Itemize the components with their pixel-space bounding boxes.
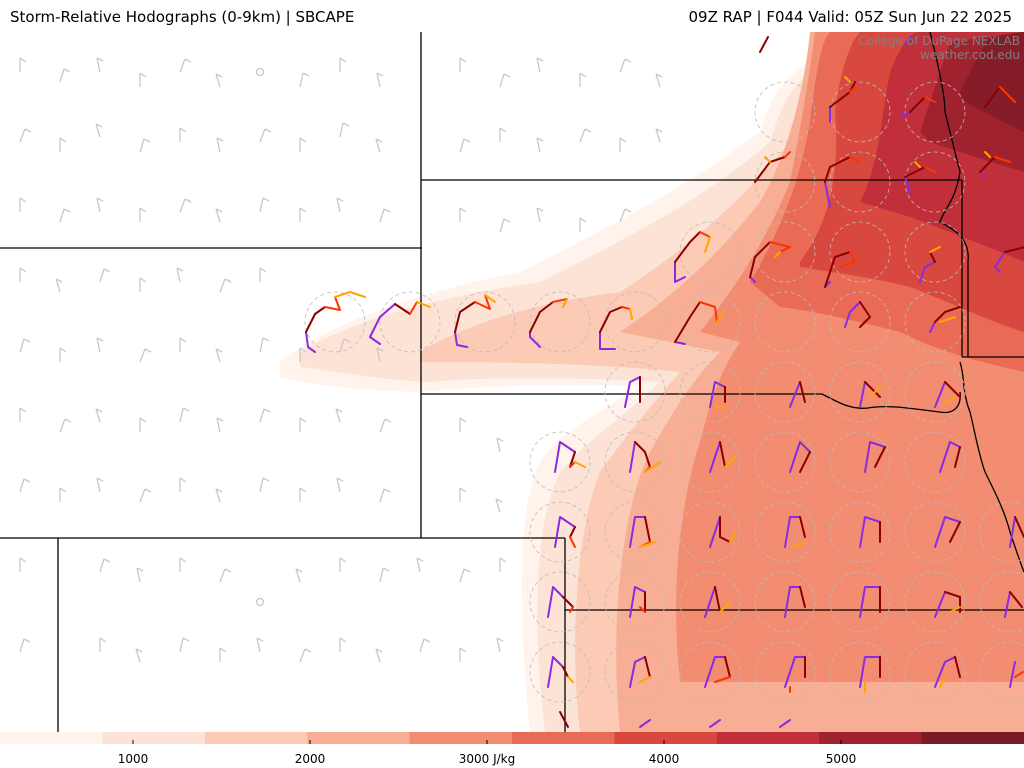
hodograph <box>554 516 576 548</box>
hodograph <box>779 719 791 728</box>
colorbar-tick-label: 1000 <box>117 752 149 766</box>
hodograph <box>844 301 871 328</box>
map-panel <box>0 32 1024 732</box>
hodograph <box>984 86 1016 108</box>
hodographs <box>305 35 1024 728</box>
hodograph <box>824 251 856 288</box>
hodograph <box>1009 661 1024 688</box>
hodograph <box>784 586 806 618</box>
colorbar-segment <box>716 732 820 744</box>
hodograph <box>904 35 912 45</box>
hodograph <box>547 586 574 618</box>
colorbar-tick-label: 3000 J/kg <box>458 752 516 766</box>
hodograph <box>859 516 881 548</box>
hodograph <box>305 291 366 353</box>
map-title: Storm-Relative Hodographs (0-9km) | SBCA… <box>10 8 355 26</box>
hodograph <box>784 516 806 548</box>
hodograph <box>629 656 651 688</box>
colorbar-segment <box>307 732 411 744</box>
cape-contour-5000 <box>960 32 1024 132</box>
hodograph-rings <box>304 81 1024 703</box>
colorbar-tick-label: 5000 <box>825 752 857 766</box>
model-run-valid-time: 09Z RAP | F044 Valid: 05Z Sun Jun 22 202… <box>688 8 1012 26</box>
hodograph <box>1004 591 1023 618</box>
credit-line-2: weather.cod.edu <box>920 48 1020 62</box>
hodograph <box>754 151 791 183</box>
hodograph <box>934 381 961 408</box>
hodograph <box>629 441 661 473</box>
border-sd-ne <box>421 391 961 414</box>
border-missouri-river <box>959 361 1024 573</box>
hodograph <box>369 301 431 345</box>
hodograph <box>559 711 569 728</box>
colorbar-segment <box>512 732 615 744</box>
hodograph <box>709 516 736 548</box>
cape-shading <box>280 32 1024 732</box>
colorbar <box>0 732 1024 744</box>
hodograph <box>547 656 574 688</box>
hodograph <box>934 516 961 548</box>
hodograph <box>829 76 856 123</box>
colorbar-segment <box>102 732 206 744</box>
hodograph <box>629 516 656 548</box>
hodograph <box>599 306 633 350</box>
hodograph <box>789 381 806 408</box>
wind-barbs <box>19 57 663 663</box>
hodograph <box>759 36 769 53</box>
colorbar-segment <box>0 732 103 744</box>
colorbar-segment <box>614 732 718 744</box>
colorbar-segment <box>819 732 923 744</box>
hodograph <box>904 161 936 193</box>
colorbar-tick-label: 4000 <box>648 752 680 766</box>
hodograph <box>639 719 651 728</box>
hodograph <box>824 156 861 208</box>
hodograph <box>529 298 568 348</box>
hodograph <box>629 586 646 618</box>
hodograph <box>784 656 806 693</box>
hodograph <box>624 376 641 408</box>
hodograph <box>899 96 936 118</box>
hodograph <box>454 294 496 348</box>
hodograph <box>749 241 791 283</box>
source-credit: College of DuPage NEXLAB weather.cod.edu <box>858 34 1020 62</box>
colorbar-segment <box>204 732 308 744</box>
hodograph <box>859 586 881 618</box>
hodograph <box>704 656 731 688</box>
colorbar-tick-label: 2000 <box>294 752 326 766</box>
hodograph <box>929 306 961 333</box>
colorbar-segment <box>921 732 1024 744</box>
hodograph <box>994 246 1024 273</box>
hodograph <box>939 441 961 473</box>
hodograph <box>1009 516 1024 548</box>
hodograph <box>709 719 721 728</box>
hodograph <box>674 301 724 345</box>
hodograph <box>554 441 586 473</box>
hodograph <box>864 441 886 473</box>
hodograph <box>709 381 726 408</box>
hodograph <box>789 441 811 473</box>
hodograph <box>859 381 881 408</box>
hodograph <box>704 586 731 618</box>
hodograph <box>919 246 941 283</box>
hodograph <box>859 656 881 693</box>
hodograph <box>934 656 961 688</box>
colorbar-segment <box>409 732 513 744</box>
credit-line-1: College of DuPage NEXLAB <box>858 34 1020 48</box>
hodograph <box>979 151 1011 178</box>
hodograph <box>674 231 711 283</box>
hodograph <box>934 591 961 618</box>
state-borders <box>0 32 1024 732</box>
colorbar-ticks: 1000 2000 3000 J/kg 4000 5000 <box>0 744 1024 768</box>
hodograph <box>709 441 736 473</box>
